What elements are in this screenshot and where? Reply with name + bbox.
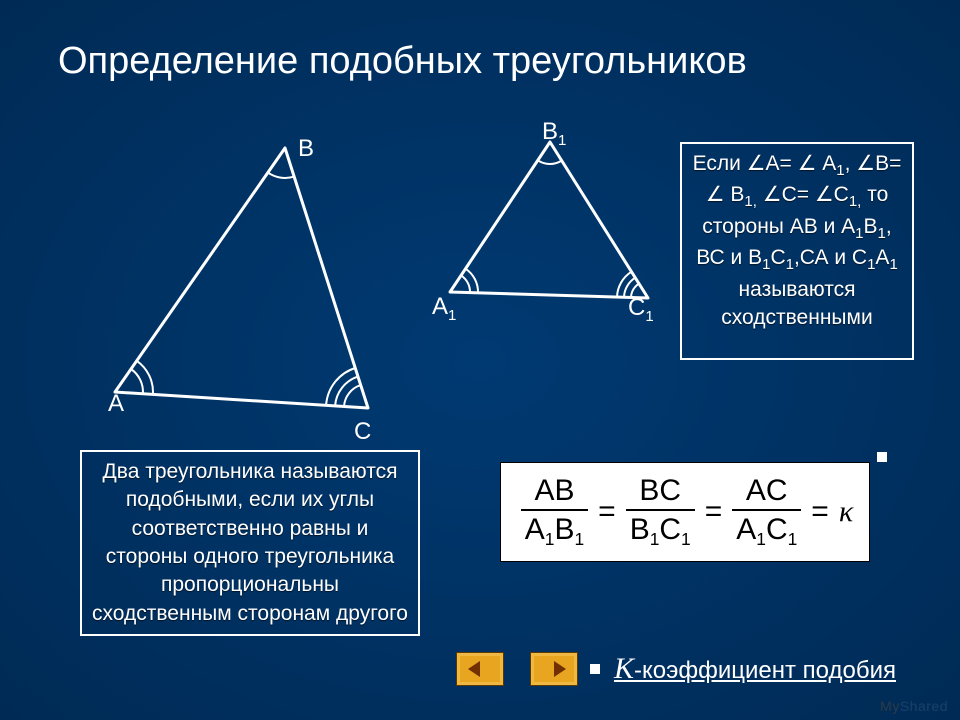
definition-sides-box: Если ∠А= ∠ А1, ∠В= ∠ В1, ∠С= ∠С1, то сто… [680,142,914,360]
page-title: Определение подобных треугольников [58,40,747,83]
next-button[interactable] [530,652,578,686]
ratio-formula: ABA1B1=BCB1C1=ACA1C1=κ [500,462,870,562]
vertex-label-A: А [108,390,124,418]
triangle-large [60,130,420,420]
definition-similar-box: Два треугольника называются подобными, е… [80,450,420,636]
vertex-label-C1: С1 [628,294,654,325]
arrow-left-icon [466,659,494,679]
vertex-label-A1: А1 [432,293,456,324]
vertex-label-C: С [354,418,371,446]
arrow-right-icon [540,659,568,679]
watermark: MyShared [880,698,948,714]
nav-buttons [456,652,578,686]
prev-button[interactable] [456,652,504,686]
vertex-label-B1: В1 [542,118,566,149]
vertex-label-B: В [298,135,314,163]
bullet-coef [590,664,600,674]
bullet-formula [877,452,887,462]
coefficient-label[interactable]: K-коэффициент подобия [614,652,896,686]
